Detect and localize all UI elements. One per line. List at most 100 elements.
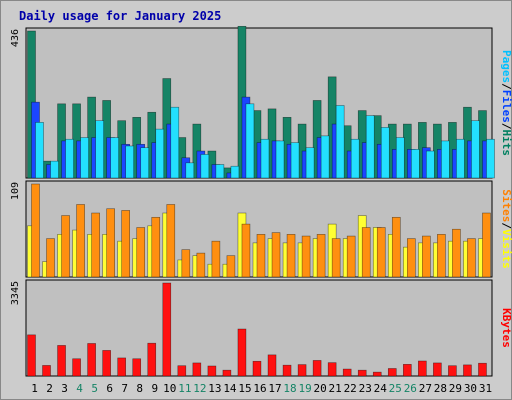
kbytes-kbytes-bar: [312, 360, 322, 377]
kbytes-kbytes-bar: [387, 368, 397, 377]
hits-pages-bar: [305, 147, 315, 179]
sites-sites-bar: [467, 238, 476, 278]
hits-pages-bar: [125, 145, 134, 179]
hits-pages-bar: [365, 115, 375, 179]
sites-sites-bar: [271, 232, 281, 278]
x-tick-label: 14: [223, 382, 237, 395]
hits-pages-bar: [411, 149, 420, 179]
hits-pages-bar: [441, 140, 450, 179]
sites-sites-bar: [331, 238, 341, 278]
sites-sites-bar: [437, 234, 446, 278]
x-tick-label: 21: [329, 382, 342, 395]
hits-pages-bar: [95, 120, 104, 179]
sites-sites-bar: [31, 183, 40, 278]
kbytes-kbytes-bar: [357, 369, 367, 377]
kbytes-kbytes-bar: [147, 342, 157, 377]
hits-pages-bar: [395, 137, 405, 179]
sites-sites-bar: [166, 204, 176, 278]
hits-pages-bar: [215, 164, 225, 179]
kbytes-kbytes-bar: [222, 369, 232, 377]
hits-pages-bar: [35, 122, 44, 179]
sites-sites-bar: [376, 227, 386, 278]
legend-part: /: [500, 123, 512, 130]
x-tick-label: 7: [121, 382, 128, 395]
sites-sites-bar: [452, 228, 461, 278]
hits-pages-bar: [426, 150, 435, 179]
sites-sites-bar: [196, 252, 206, 278]
kbytes-kbytes-bar: [117, 357, 126, 377]
sites-sites-bar: [391, 216, 401, 278]
x-tick-label: 19: [298, 382, 311, 395]
sites-sites-bar: [316, 234, 326, 278]
x-tick-label: 15: [238, 382, 251, 395]
hits-pages-bar: [486, 138, 495, 179]
sites-sites-bar: [407, 238, 416, 278]
hits-pages-bar: [200, 154, 210, 179]
hits-pages-bar: [350, 138, 360, 179]
sites-sites-bar: [61, 215, 70, 278]
kbytes-kbytes-bar: [327, 362, 337, 377]
x-tick-label: 13: [208, 382, 221, 395]
legend-part: /: [500, 222, 512, 229]
x-tick-label: 27: [419, 382, 432, 395]
x-tick-label: 8: [136, 382, 143, 395]
kbytes-kbytes-bar: [267, 354, 277, 377]
legend-part: Sites: [500, 189, 512, 222]
kbytes-kbytes-bar: [162, 282, 172, 377]
x-tick-label: 4: [76, 382, 83, 395]
hits-pages-bar: [456, 138, 465, 179]
kbytes-kbytes-bar: [297, 364, 307, 377]
hits-pages-bar: [290, 142, 300, 179]
sites-sites-bar: [46, 238, 55, 278]
kbytes-kbytes-bar: [102, 350, 111, 377]
kbytes-kbytes-bar: [448, 365, 457, 377]
sites-sites-bar: [361, 227, 371, 278]
sites-panel: 109 Sites/Visits: [10, 180, 512, 278]
x-tick-label: 2: [46, 382, 53, 395]
x-tick-label: 28: [434, 382, 447, 395]
kbytes-kbytes-bar: [192, 362, 202, 377]
hits-pages-bar: [260, 138, 270, 179]
sites-sites-bar: [211, 240, 221, 278]
x-tick-label: 31: [479, 382, 492, 395]
hits-pages-bar: [80, 137, 89, 179]
x-tick-label: 3: [61, 382, 68, 395]
hits-pages-bar: [380, 127, 390, 179]
x-tick-label: 17: [268, 382, 281, 395]
hits-pages-bar: [471, 120, 480, 179]
x-tick-label: 11: [178, 382, 191, 395]
sites-sites-bar: [136, 227, 146, 278]
x-tick-label: 6: [106, 382, 113, 395]
sites-sites-bar: [346, 235, 356, 278]
hits-pages-bar: [320, 135, 330, 179]
hits-pages-bar: [170, 106, 180, 179]
hits-pages-bar: [335, 105, 345, 179]
hits-pages-bar: [275, 140, 285, 179]
kbytes-kbytes-bar: [132, 358, 142, 377]
legend-part: KBytes: [500, 308, 512, 348]
sites-sites-bar: [301, 235, 311, 278]
hits-pages-bar: [245, 103, 255, 179]
kbytes-kbytes-bar: [57, 345, 66, 377]
x-tick-label: 10: [163, 382, 176, 395]
kbytes-kbytes-bar: [87, 343, 96, 377]
kbytes-kbytes-bar: [42, 365, 51, 377]
hits-pages-bar: [110, 137, 119, 179]
x-tick-label: 9: [151, 382, 158, 395]
legend-part: Hits: [500, 130, 512, 157]
legend-part: Pages: [500, 50, 512, 83]
hits-pages-bar: [185, 162, 195, 179]
x-tick-label: 20: [314, 382, 327, 395]
x-tick-label: 12: [193, 382, 206, 395]
kbytes-kbytes-bar: [72, 358, 81, 377]
hits-pages-bar: [155, 128, 165, 179]
kbytes-kbytes-bar: [237, 328, 247, 377]
kbytes-kbytes-bar: [342, 368, 352, 377]
x-tick-label: 16: [253, 382, 266, 395]
sites-legend-label: Sites/Visits: [500, 189, 512, 269]
sites-sites-bar: [256, 234, 266, 278]
x-tick-label: 26: [404, 382, 417, 395]
x-tick-label: 23: [359, 382, 372, 395]
x-tick-label: 5: [91, 382, 98, 395]
